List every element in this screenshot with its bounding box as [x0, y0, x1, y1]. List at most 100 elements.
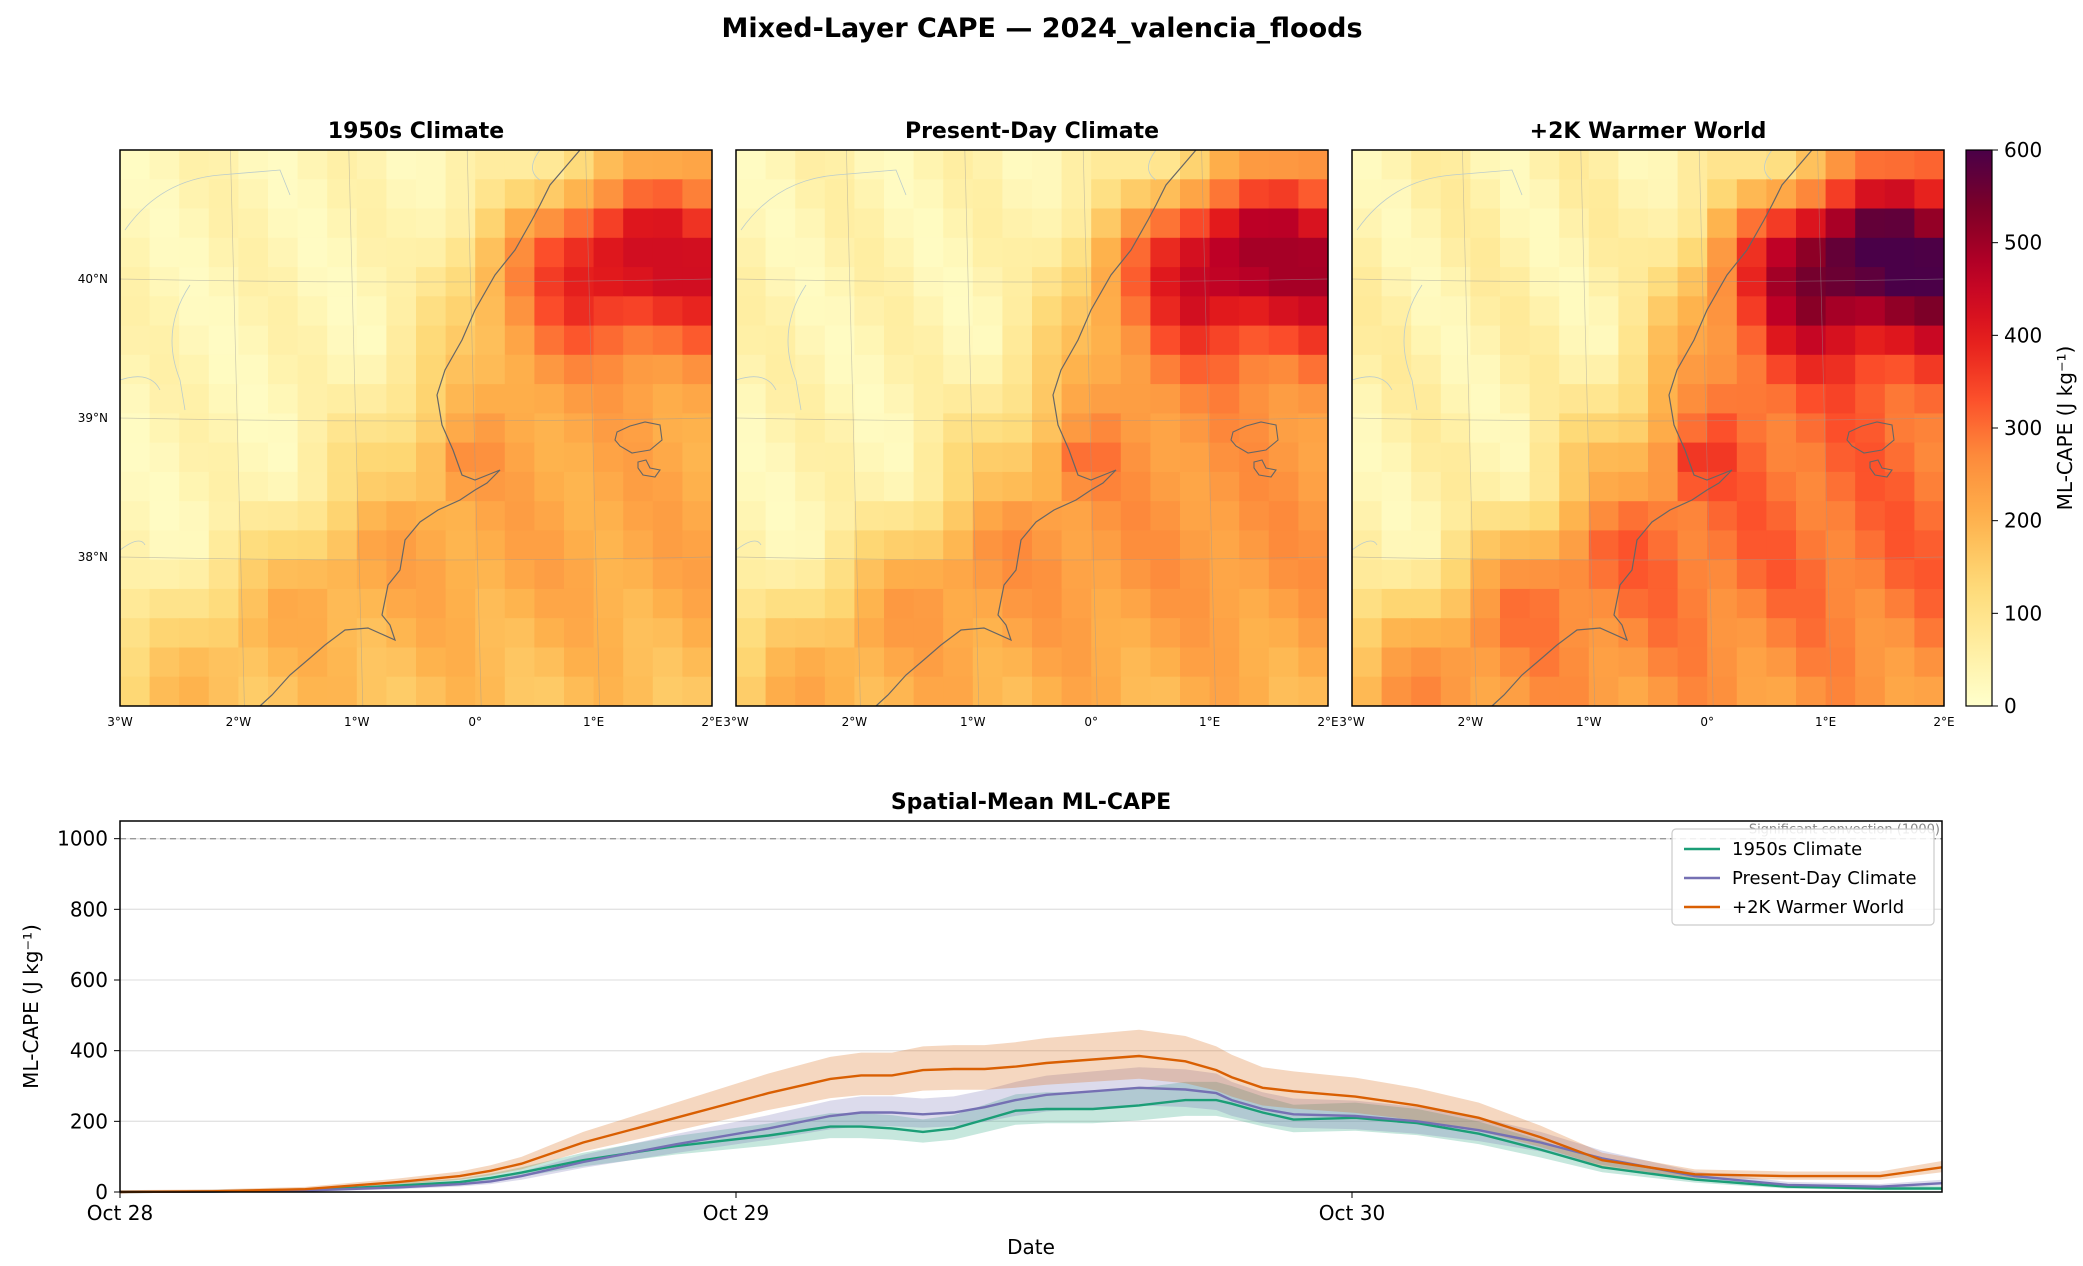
cape-cell [1298, 384, 1328, 414]
cape-cell [1411, 530, 1442, 561]
cape-cell [1150, 267, 1181, 297]
cape-cell [1500, 296, 1531, 327]
cape-cell [149, 267, 180, 297]
cape-cell [765, 676, 796, 706]
cape-cell [120, 296, 151, 327]
map-panel-title: 1950s Climate [328, 119, 504, 144]
cape-cell [1766, 267, 1797, 297]
cape-cell [208, 354, 239, 385]
cape-cell [1825, 588, 1856, 619]
cape-cell [120, 442, 151, 473]
cape-cell [593, 267, 624, 297]
cape-cell [179, 150, 210, 180]
cape-cell [736, 237, 767, 268]
cape-cell [1411, 618, 1442, 649]
cape-cell [1618, 442, 1649, 473]
cape-cell [884, 413, 915, 444]
cape-cell [682, 647, 712, 678]
cape-cell [854, 442, 885, 473]
cape-cell [1298, 471, 1328, 502]
cape-cell [884, 618, 915, 649]
cape-cell [504, 237, 535, 268]
cape-cell [238, 676, 269, 706]
cape-cell [120, 618, 151, 649]
cape-cell [268, 296, 299, 327]
parallel-gridline [120, 417, 712, 422]
cape-cell [1381, 442, 1412, 473]
cape-cell [1559, 559, 1590, 590]
cape-cell [1180, 208, 1211, 239]
cape-cell [682, 442, 712, 473]
cape-cell [623, 384, 654, 414]
cape-cell [1381, 501, 1412, 532]
cape-cell [1470, 354, 1501, 385]
cape-cell [1588, 179, 1619, 210]
cape-cell [1120, 384, 1151, 414]
cape-cell [1239, 530, 1270, 561]
cape-cell [943, 208, 974, 239]
cape-cell [1209, 442, 1240, 473]
cape-cell [208, 618, 239, 649]
cape-cell [504, 559, 535, 590]
cape-cell [356, 150, 387, 180]
cape-cell [652, 208, 683, 239]
cape-cell [1618, 237, 1649, 268]
cape-cell [1032, 179, 1063, 210]
cape-cell [1825, 471, 1856, 502]
cape-cell [1061, 150, 1092, 180]
cape-cell [1914, 354, 1944, 385]
cape-cell [386, 354, 417, 385]
cape-cell [475, 618, 506, 649]
cape-cell [327, 501, 358, 532]
cape-cell [593, 179, 624, 210]
cape-cell [943, 325, 974, 356]
cape-cell [1268, 150, 1299, 180]
map-frame [1351, 149, 1945, 707]
cape-cell [1002, 296, 1033, 327]
cape-cell [564, 618, 595, 649]
meridian-gridline [585, 150, 600, 706]
cape-cell [1707, 618, 1738, 649]
cape-cell [1825, 384, 1856, 414]
cape-cell [1707, 150, 1738, 180]
cape-cell [972, 237, 1003, 268]
cape-cell [238, 413, 269, 444]
cape-cell [795, 442, 826, 473]
cape-cell [1002, 179, 1033, 210]
cape-cell [1381, 559, 1412, 590]
cape-cell [1061, 384, 1092, 414]
cape-cell [356, 442, 387, 473]
cape-cell [824, 267, 855, 297]
cape-cell [1825, 676, 1856, 706]
cape-cell [504, 618, 535, 649]
cape-cell [534, 530, 565, 561]
cape-cell [1884, 237, 1915, 268]
cape-cell [1529, 354, 1560, 385]
cape-cell [1150, 296, 1181, 327]
cape-cell [238, 296, 269, 327]
cape-cell [179, 530, 210, 561]
cape-cell [416, 237, 447, 268]
cape-cell [824, 325, 855, 356]
cape-cell [736, 208, 767, 239]
cape-cell [416, 442, 447, 473]
cape-cell [1500, 354, 1531, 385]
cape-cell [943, 150, 974, 180]
cape-cell [1239, 471, 1270, 502]
cape-cell [1298, 501, 1328, 532]
cape-cell [179, 237, 210, 268]
cape-cell [765, 267, 796, 297]
cape-cell [1677, 413, 1708, 444]
cape-cell [1588, 296, 1619, 327]
cape-cell [386, 501, 417, 532]
meridian-gridline [964, 150, 980, 706]
cape-cell [179, 384, 210, 414]
cape-cell [268, 530, 299, 561]
cape-cell [416, 325, 447, 356]
cape-cell [652, 530, 683, 561]
cape-cell [179, 588, 210, 619]
cape-cell [327, 150, 358, 180]
cape-cell [1500, 530, 1531, 561]
cape-cell [1648, 588, 1679, 619]
cape-cell [1002, 237, 1033, 268]
